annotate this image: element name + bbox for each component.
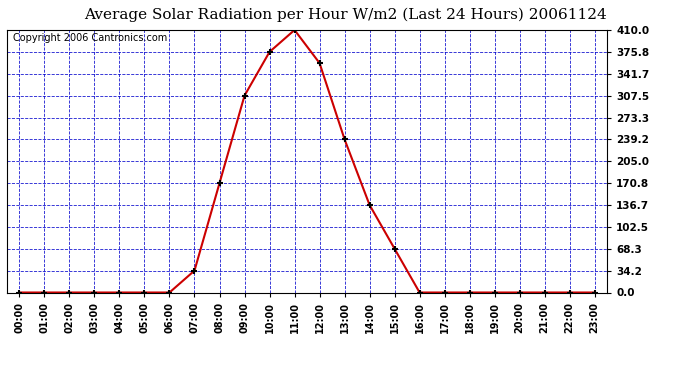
Text: Average Solar Radiation per Hour W/m2 (Last 24 Hours) 20061124: Average Solar Radiation per Hour W/m2 (L… <box>83 8 607 22</box>
Text: Copyright 2006 Cantronics.com: Copyright 2006 Cantronics.com <box>13 33 167 43</box>
